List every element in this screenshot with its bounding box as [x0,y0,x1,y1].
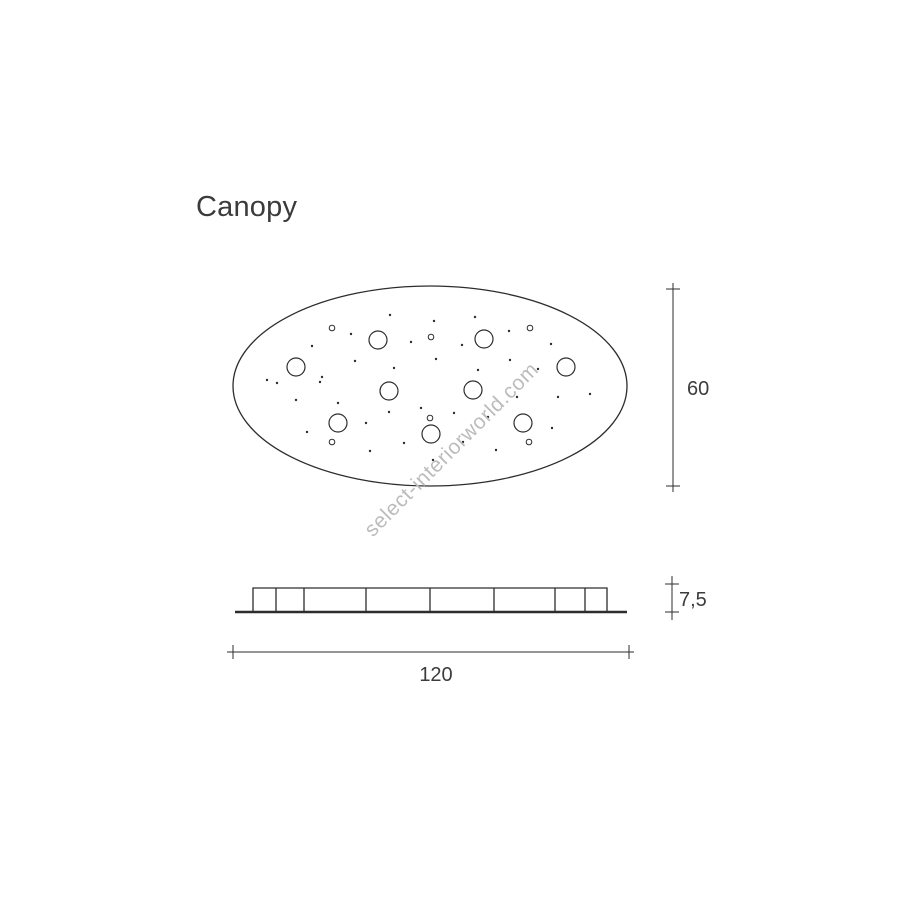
pattern-dot [507,329,511,333]
dimension-label-120: 120 [419,664,452,686]
pattern-dot [336,401,340,405]
lamp-hole [556,357,576,377]
pattern-dot [392,366,396,370]
lamp-hole [379,381,399,401]
small-hole [525,438,533,446]
pattern-dot [473,315,477,319]
top-view [232,285,628,487]
pattern-dot [550,426,554,430]
pattern-dot [494,448,498,452]
pattern-dot [387,410,391,414]
pattern-dot [364,421,368,425]
lamp-hole [463,380,483,400]
pattern-dot [320,375,324,379]
lamp-hole [421,424,441,444]
lamp-hole [286,357,306,377]
pattern-dot [368,449,372,453]
pattern-dot [305,430,309,434]
pattern-dot [588,392,592,396]
small-hole [426,414,434,422]
lamp-hole [328,413,348,433]
pattern-dot [452,411,456,415]
pattern-dot [486,415,490,419]
pattern-dot [556,395,560,399]
pattern-dot [460,343,464,347]
pattern-dot [402,441,406,445]
pattern-dots-layer [265,313,592,462]
dimension-side-view-height: 7,5 [665,576,707,620]
pattern-dot [419,406,423,410]
pattern-dot [549,342,553,346]
pattern-dot [388,313,392,317]
pattern-dot [318,380,322,384]
lamp-hole [368,330,388,350]
pattern-dot [265,378,269,382]
dimension-side-view-width: 120 [227,645,634,686]
lamp-hole [474,329,494,349]
pattern-dot [476,368,480,372]
small-holes-layer [328,324,534,446]
dimension-label-7-5: 7,5 [679,589,707,611]
pattern-dot [275,381,279,385]
pattern-dot [310,344,314,348]
dimension-top-view-height: 60 [666,283,709,492]
small-hole [427,333,435,341]
pattern-dot [461,440,465,444]
pattern-dot [432,319,436,323]
dimension-label-60: 60 [687,378,709,400]
page-title: Canopy [196,191,298,223]
pattern-dot [508,358,512,362]
side-view [235,587,627,614]
pattern-dot [431,458,435,462]
small-hole [328,438,336,446]
profile-dividers-layer [275,588,586,612]
small-hole [526,324,534,332]
lamp-hole [513,413,533,433]
pattern-dot [349,332,353,336]
large-holes-layer [286,329,576,444]
small-hole [328,324,336,332]
pattern-dot [536,367,540,371]
pattern-dot [409,340,413,344]
pattern-dot [294,398,298,402]
canopy-outline [232,285,628,487]
pattern-dot [434,357,438,361]
pattern-dot [353,359,357,363]
pattern-dot [515,395,519,399]
